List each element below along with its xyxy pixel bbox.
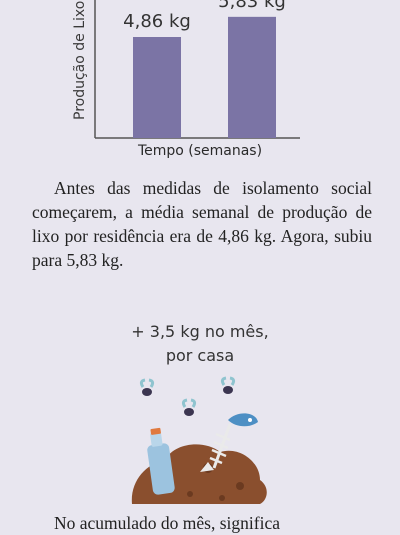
bar-chart: Produção de Lixo 4,86 kg 5,83 kg — [72, 0, 300, 139]
callout-line-1: + 3,5 kg no mês, — [131, 322, 269, 341]
y-axis-label: Produção de Lixo — [72, 1, 88, 120]
fly-icon — [220, 376, 236, 394]
x-axis-label: Tempo (semanas) — [137, 143, 263, 159]
paragraph-monthly: No acumulado do mês, significa — [54, 513, 280, 533]
plastic-bottle-icon — [147, 427, 175, 495]
bar-value-label-2: 5,83 kg — [218, 0, 286, 12]
bar-1 — [133, 37, 181, 138]
callout-line-2: por casa — [165, 346, 235, 365]
bars-group: 4,86 kg 5,83 kg — [123, 0, 286, 138]
fly-icon — [181, 398, 197, 416]
garbage-pile-illustration — [131, 376, 267, 504]
paragraph-before-after: Antes das medidas de isolamento social c… — [32, 178, 372, 270]
callout-text: + 3,5 kg no mês, por casa — [0, 320, 400, 368]
bar-value-label-1: 4,86 kg — [123, 11, 191, 32]
fly-icon — [139, 378, 155, 396]
bar-2 — [228, 16, 276, 138]
fish-skeleton-icon — [200, 413, 258, 472]
